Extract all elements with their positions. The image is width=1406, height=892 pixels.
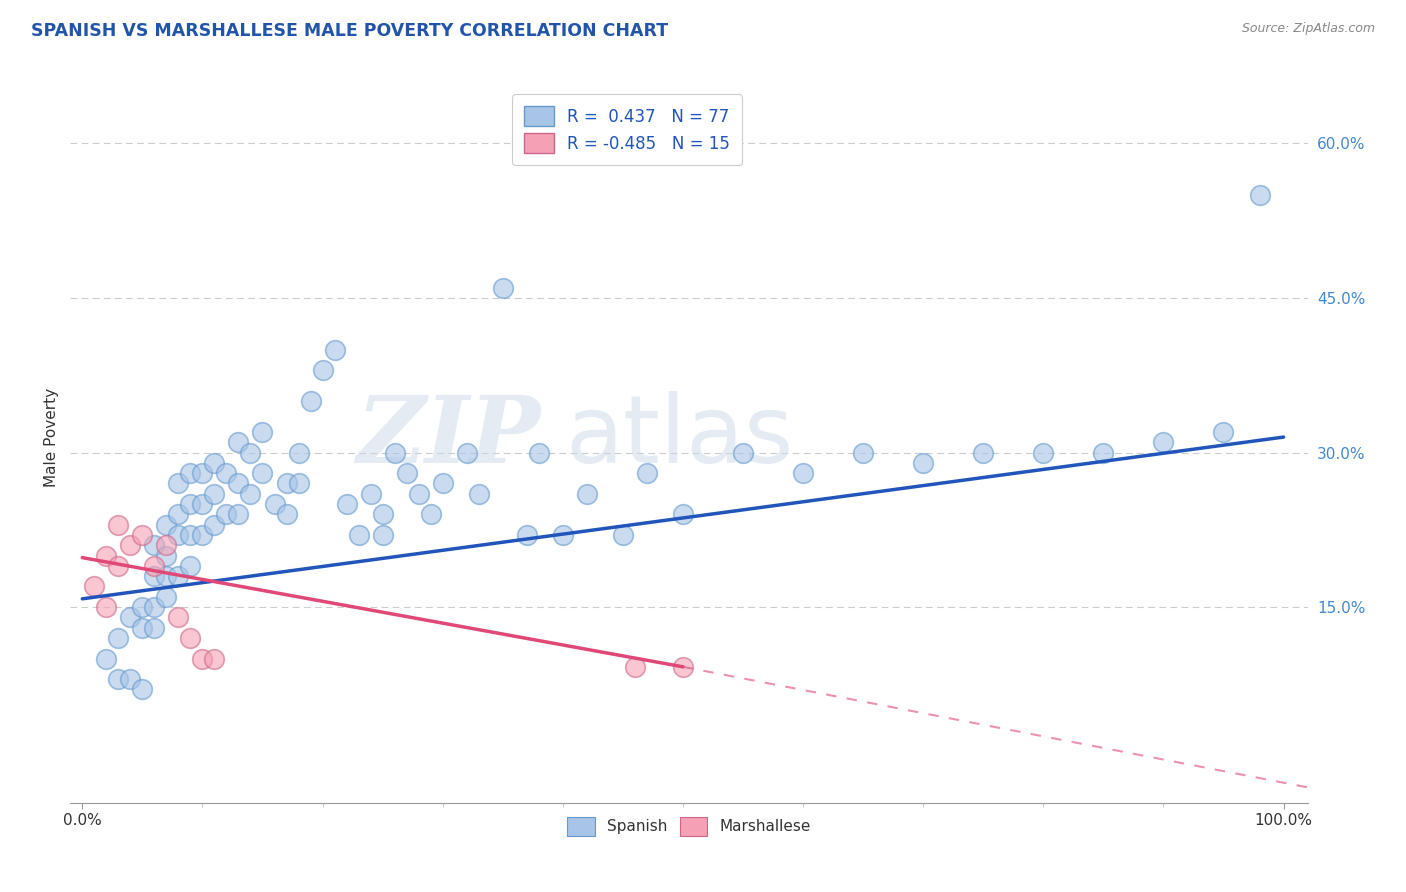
Point xyxy=(371,528,394,542)
Point xyxy=(131,600,153,615)
Point xyxy=(96,600,118,615)
Point xyxy=(456,445,478,459)
Point xyxy=(1032,445,1054,459)
Point xyxy=(1152,435,1174,450)
Point xyxy=(1092,445,1115,459)
Point xyxy=(408,487,430,501)
Point xyxy=(107,558,129,573)
Point xyxy=(179,528,201,542)
Point xyxy=(191,528,214,542)
Point xyxy=(215,508,238,522)
Point xyxy=(120,538,142,552)
Point xyxy=(143,558,166,573)
Point xyxy=(228,435,250,450)
Point xyxy=(155,569,177,583)
Point xyxy=(1249,188,1271,202)
Point xyxy=(551,528,574,542)
Point xyxy=(143,600,166,615)
Point xyxy=(276,508,298,522)
Point xyxy=(360,487,382,501)
Point xyxy=(228,476,250,491)
Point xyxy=(83,579,105,593)
Point xyxy=(323,343,346,357)
Point xyxy=(167,569,190,583)
Point xyxy=(612,528,634,542)
Point xyxy=(419,508,441,522)
Point xyxy=(731,445,754,459)
Point xyxy=(204,487,226,501)
Point xyxy=(131,621,153,635)
Point xyxy=(96,549,118,563)
Point xyxy=(204,456,226,470)
Point xyxy=(516,528,538,542)
Point xyxy=(215,466,238,480)
Point xyxy=(467,487,489,501)
Point xyxy=(167,476,190,491)
Point xyxy=(155,590,177,604)
Point xyxy=(167,508,190,522)
Point xyxy=(179,631,201,645)
Point xyxy=(96,651,118,665)
Point xyxy=(228,508,250,522)
Point xyxy=(143,538,166,552)
Point xyxy=(384,445,406,459)
Text: Source: ZipAtlas.com: Source: ZipAtlas.com xyxy=(1241,22,1375,36)
Point xyxy=(252,466,274,480)
Point xyxy=(347,528,370,542)
Point xyxy=(155,538,177,552)
Point xyxy=(912,456,935,470)
Point xyxy=(204,517,226,532)
Point xyxy=(155,549,177,563)
Point xyxy=(624,660,647,674)
Point xyxy=(107,672,129,686)
Point xyxy=(191,497,214,511)
Point xyxy=(336,497,359,511)
Point xyxy=(167,528,190,542)
Point xyxy=(371,508,394,522)
Point xyxy=(852,445,875,459)
Point xyxy=(492,281,515,295)
Point xyxy=(143,569,166,583)
Text: atlas: atlas xyxy=(565,391,793,483)
Point xyxy=(672,660,695,674)
Point xyxy=(672,508,695,522)
Point xyxy=(191,651,214,665)
Legend: Spanish, Marshallese: Spanish, Marshallese xyxy=(557,806,821,847)
Point xyxy=(191,466,214,480)
Point xyxy=(263,497,285,511)
Point xyxy=(299,394,322,409)
Point xyxy=(287,476,309,491)
Point xyxy=(395,466,418,480)
Point xyxy=(143,621,166,635)
Point xyxy=(179,466,201,480)
Point xyxy=(204,651,226,665)
Point xyxy=(311,363,333,377)
Point xyxy=(792,466,814,480)
Point xyxy=(1212,425,1234,439)
Point xyxy=(155,517,177,532)
Point xyxy=(131,682,153,697)
Point xyxy=(432,476,454,491)
Point xyxy=(287,445,309,459)
Point xyxy=(239,487,262,501)
Point xyxy=(120,672,142,686)
Point xyxy=(252,425,274,439)
Point xyxy=(636,466,658,480)
Point xyxy=(276,476,298,491)
Point xyxy=(107,517,129,532)
Point xyxy=(167,610,190,624)
Text: ZIP: ZIP xyxy=(356,392,540,482)
Text: SPANISH VS MARSHALLESE MALE POVERTY CORRELATION CHART: SPANISH VS MARSHALLESE MALE POVERTY CORR… xyxy=(31,22,668,40)
Point xyxy=(527,445,550,459)
Point xyxy=(131,528,153,542)
Point xyxy=(120,610,142,624)
Point xyxy=(107,631,129,645)
Point xyxy=(575,487,598,501)
Point xyxy=(179,497,201,511)
Point xyxy=(972,445,994,459)
Point xyxy=(179,558,201,573)
Point xyxy=(239,445,262,459)
Y-axis label: Male Poverty: Male Poverty xyxy=(44,387,59,487)
